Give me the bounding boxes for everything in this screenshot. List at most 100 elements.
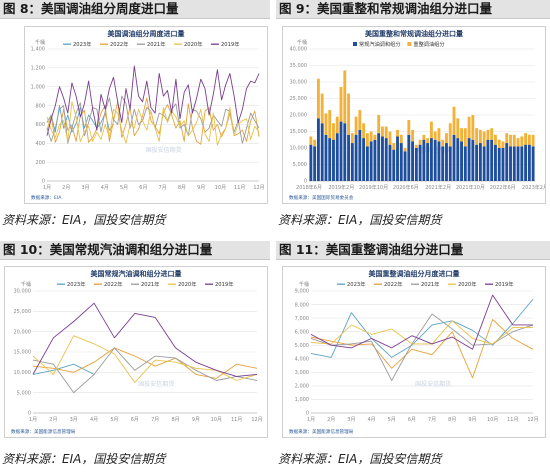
legend-label: 2023年 xyxy=(347,280,365,288)
data-source-note: 数据来源：美国国际贸易委员会 xyxy=(289,194,354,201)
bar xyxy=(396,129,399,137)
bar xyxy=(320,123,324,181)
legend-label: 2020年 xyxy=(184,40,202,48)
x-tick-label: 9月 xyxy=(192,417,200,423)
bar xyxy=(520,136,524,147)
bar xyxy=(501,141,505,148)
chart-title: 美国重整和常规调油组分进口量 xyxy=(365,29,463,38)
bar xyxy=(399,134,403,144)
x-tick-label: 12月 xyxy=(527,417,538,423)
bar xyxy=(396,136,399,181)
bar xyxy=(494,134,497,145)
bar xyxy=(324,113,328,135)
x-tick-label: 2022年6月 xyxy=(490,184,516,191)
bar xyxy=(475,128,479,145)
y-tick-label: 25,000 xyxy=(290,96,308,102)
x-tick-label: 12月 xyxy=(253,185,264,191)
legend-swatch xyxy=(353,42,357,46)
bar xyxy=(332,139,335,181)
bar xyxy=(339,121,343,181)
unit-label: 千桶 xyxy=(299,281,309,288)
x-tick-label: 9月 xyxy=(468,417,476,423)
unit-label: 千桶 xyxy=(35,39,45,46)
x-tick-label: 7月 xyxy=(159,185,167,191)
bar xyxy=(471,115,475,140)
bar xyxy=(475,144,479,181)
panel-fig11: 图 11：美国重整调油组分进口量 美国重整调油组分月度进口量 千桶 0 1,000 2,… xyxy=(276,241,550,475)
legend-label: 2023年 xyxy=(67,280,85,288)
bar xyxy=(426,143,430,181)
legend-label: 2023年 xyxy=(73,40,91,48)
x-tick-label: 8月 xyxy=(178,185,186,191)
bar xyxy=(316,78,320,119)
watermark: 国投安信期货 xyxy=(138,380,174,388)
data-source-note: 数据来源：美国能源信息管理局 xyxy=(289,428,354,435)
legend-label: 2022年 xyxy=(384,280,402,288)
bar xyxy=(388,144,392,181)
y-tick-label: 800 xyxy=(35,103,45,109)
bar xyxy=(516,138,520,147)
x-tick-label: 3月 xyxy=(347,417,355,423)
bar xyxy=(524,133,528,145)
bar xyxy=(309,136,313,145)
bar xyxy=(388,131,392,145)
series-line xyxy=(32,363,95,375)
y-tick-label: 5,000 xyxy=(293,162,307,168)
legend-label: 2019年 xyxy=(495,280,513,288)
watermark: 国投安信期货 xyxy=(415,380,451,388)
bar xyxy=(460,128,463,142)
x-tick-label: 3月 xyxy=(70,417,78,423)
y-tick-label: 6,000 xyxy=(295,329,309,335)
x-tick-label: 11月 xyxy=(234,185,245,191)
bar xyxy=(399,143,403,181)
y-tick-label: 1,200 xyxy=(31,66,45,72)
series-line xyxy=(32,302,258,377)
bar xyxy=(384,138,388,181)
bar xyxy=(365,133,369,147)
bar xyxy=(411,129,415,142)
data-source-note: 数据来源：美国能源信息管理局 xyxy=(11,428,76,435)
watermark: 国投安信期货 xyxy=(146,146,182,154)
bar xyxy=(433,131,437,140)
bar xyxy=(445,143,448,181)
y-tick-label: 2,000 xyxy=(295,384,309,390)
watermark: 国投安信期货 xyxy=(415,146,451,154)
y-tick-label: 30,000 xyxy=(290,80,308,86)
bar xyxy=(316,118,320,181)
bar xyxy=(343,123,347,181)
bar xyxy=(369,141,373,181)
bar xyxy=(343,70,347,124)
bar xyxy=(456,138,460,181)
legend-label: 2022年 xyxy=(110,40,128,48)
x-tick-label: 9月 xyxy=(197,185,205,191)
bar xyxy=(381,126,384,137)
legend-swatch xyxy=(407,42,412,46)
x-tick-label: 8月 xyxy=(448,417,456,423)
bar xyxy=(478,129,482,144)
y-tick-label: 200 xyxy=(35,160,45,166)
legend-label: 2020年 xyxy=(458,280,476,288)
legend-label: 2019年 xyxy=(215,280,233,288)
y-tick-label: 0 xyxy=(304,179,307,185)
source-footer: 资料来源：EIA，国投安信期货 xyxy=(278,213,442,227)
bar xyxy=(392,143,396,150)
series-line xyxy=(32,347,258,394)
y-tick-label: 35,000 xyxy=(290,63,308,69)
x-tick-label: 2月 xyxy=(62,185,70,191)
bar xyxy=(377,133,381,181)
x-tick-label: 12月 xyxy=(251,417,262,423)
x-tick-label: 6月 xyxy=(408,417,416,423)
bar xyxy=(437,141,441,181)
bar xyxy=(373,134,377,140)
bar xyxy=(494,144,497,181)
bar xyxy=(313,139,317,147)
x-tick-label: 5月 xyxy=(388,417,396,423)
bar xyxy=(324,134,328,181)
panel-header: 图 8：美国调油组分周度进口量 xyxy=(0,0,270,19)
legend-label: 2020年 xyxy=(178,280,196,288)
legend-label: 2021年 xyxy=(141,280,159,288)
y-tick-label: 0 xyxy=(28,411,31,417)
bar xyxy=(460,141,463,181)
